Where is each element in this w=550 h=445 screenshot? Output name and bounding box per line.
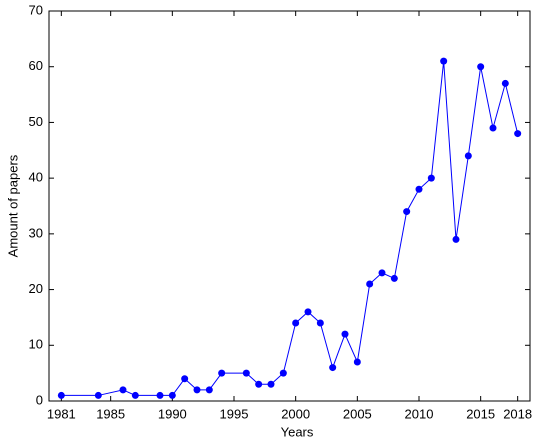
y-tick-label: 70: [29, 2, 43, 17]
data-point: [131, 391, 139, 399]
plot-frame: [48, 10, 531, 402]
data-point: [168, 391, 176, 399]
data-point: [181, 375, 189, 383]
data-point: [440, 57, 448, 65]
y-tick-label: 60: [29, 58, 43, 73]
y-tick-label: 10: [29, 337, 43, 352]
x-tick-label: 2010: [405, 406, 434, 421]
y-tick-label: 0: [36, 392, 43, 407]
data-point: [403, 208, 411, 216]
data-point: [205, 386, 213, 394]
data-point: [452, 235, 460, 243]
x-tick-label: 1990: [158, 406, 187, 421]
data-point: [427, 174, 435, 182]
data-point: [267, 380, 275, 388]
y-axis-label: Amount of papers: [5, 154, 20, 257]
data-point: [242, 369, 250, 377]
data-point: [514, 130, 522, 138]
data-point: [255, 380, 263, 388]
data-point: [279, 369, 287, 377]
data-point: [329, 364, 337, 372]
data-point: [316, 319, 324, 327]
data-point: [378, 269, 386, 277]
data-point: [390, 274, 398, 282]
data-point: [353, 358, 361, 366]
data-point: [464, 152, 472, 160]
data-point: [193, 386, 201, 394]
data-point: [489, 124, 497, 132]
data-point: [292, 319, 300, 327]
y-tick-label: 50: [29, 114, 43, 129]
x-tick-label: 1985: [96, 406, 125, 421]
data-point: [366, 280, 374, 288]
x-axis-label: Years: [281, 424, 314, 439]
x-tick-label: 1995: [220, 406, 249, 421]
x-tick-label: 2000: [281, 406, 310, 421]
data-point: [304, 308, 312, 316]
data-point: [218, 369, 226, 377]
x-tick-label: 2018: [503, 406, 532, 421]
data-point: [119, 386, 127, 394]
data-point: [57, 391, 65, 399]
y-tick-label: 40: [29, 170, 43, 185]
x-tick-label: 1981: [47, 406, 76, 421]
data-point: [156, 391, 164, 399]
data-point: [477, 63, 485, 71]
series-line: [61, 61, 519, 396]
data-point: [94, 391, 102, 399]
x-tick-label: 2005: [343, 406, 372, 421]
y-tick-label: 20: [29, 281, 43, 296]
data-point: [415, 185, 423, 193]
y-tick-label: 30: [29, 225, 43, 240]
x-tick-label: 2015: [466, 406, 495, 421]
data-point: [341, 330, 349, 338]
data-point: [501, 79, 509, 87]
